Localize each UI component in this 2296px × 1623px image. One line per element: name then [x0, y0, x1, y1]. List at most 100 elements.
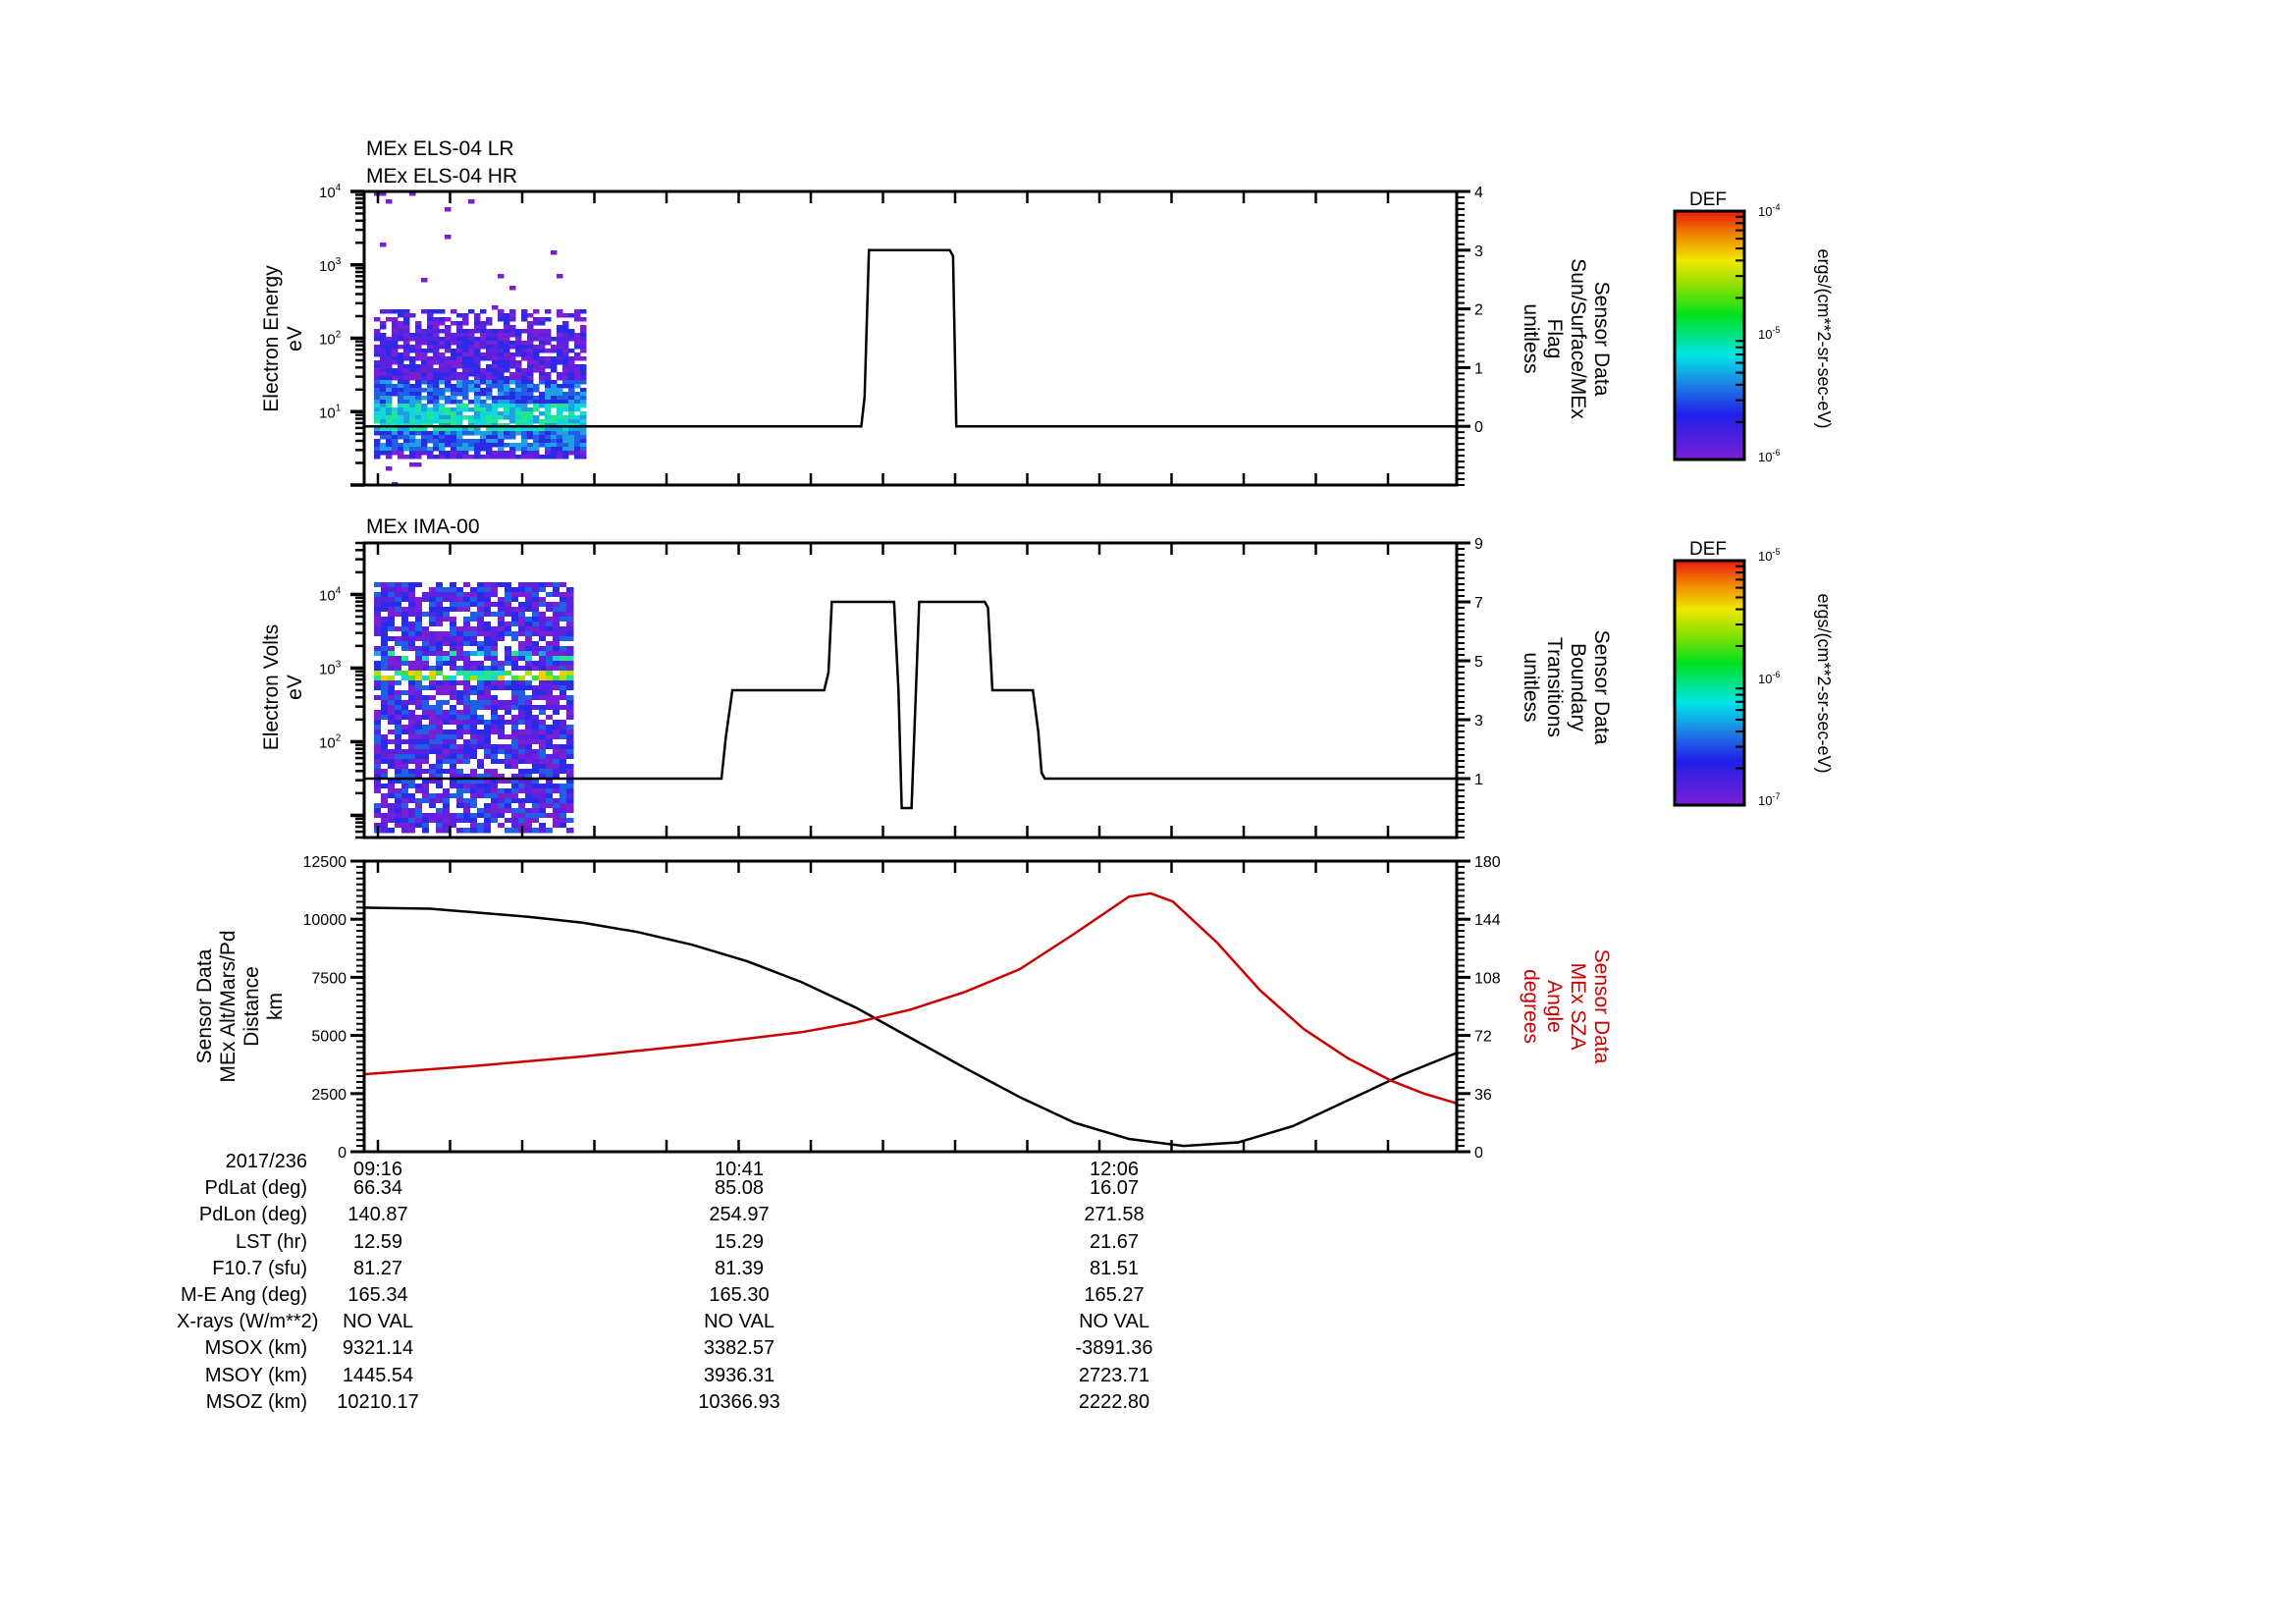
svg-text:2500: 2500: [311, 1087, 347, 1104]
info-row: F10.7 (sfu) 81.27 81.39 81.51: [177, 1258, 1355, 1284]
energy-axis-label: Electron Energy eV: [260, 265, 306, 412]
info-row: X-rays (W/m**2) NO VAL NO VAL NO VAL: [177, 1311, 1355, 1337]
colorbar-ima-tick-mid: 10-6: [1758, 670, 1780, 686]
info-value: 1445.54: [342, 1364, 414, 1386]
bottom-x-ticks: 09:16 10:41 12:06: [353, 861, 1390, 1180]
info-value: 254.97: [709, 1204, 770, 1226]
svg-text:102: 102: [319, 732, 342, 751]
info-key: F10.7 (sfu): [212, 1257, 307, 1279]
svg-text:7500: 7500: [311, 970, 347, 987]
top-x-ticks: [376, 191, 1390, 485]
info-value: 66.34: [352, 1177, 403, 1200]
svg-text:1: 1: [1474, 772, 1483, 788]
volts-y-axis: 102 103 104: [319, 541, 364, 839]
colorbar-els: DEF 10-4 10-5 10-6 ergs/(cm**2-sr-sec-eV…: [1673, 189, 1834, 464]
sza-axis-label: Sensor Data MEx SZA Angle degrees: [1520, 949, 1613, 1064]
info-row: M-E Ang (deg) 165.34 165.30 165.27: [177, 1284, 1355, 1311]
svg-text:Electron Energy: Electron Energy: [260, 265, 283, 412]
info-value: 85.08: [714, 1177, 765, 1200]
transitions-y2-axis: 1 3 5 7 9: [1457, 536, 1483, 839]
info-value: 271.58: [1084, 1204, 1145, 1226]
info-key: MSOZ (km): [205, 1390, 307, 1413]
bottom-panel: 0 2500 5000 7500 10000 12500 0 36 72 108 144 180 0…: [193, 854, 1613, 1180]
info-value: 81.51: [1089, 1257, 1140, 1279]
svg-text:103: 103: [319, 256, 342, 275]
svg-text:2: 2: [1474, 302, 1483, 319]
top-panel: MEx ELS-04 LR MEx ELS-04 HR 101102103104…: [260, 137, 1613, 487]
transitions-axis-label: Sensor Data Boundary Transitions unitles…: [1520, 630, 1613, 745]
svg-text:eV: eV: [284, 326, 306, 352]
info-value: 10210.17: [337, 1390, 419, 1413]
svg-text:Electron Volts: Electron Volts: [260, 624, 283, 750]
info-key: X-rays (W/m**2): [177, 1311, 319, 1333]
sza-y2-axis: 0 36 72 108 144 180: [1457, 854, 1501, 1162]
svg-text:36: 36: [1474, 1087, 1492, 1104]
info-value: NO VAL: [704, 1311, 774, 1333]
info-key: PdLat (deg): [204, 1177, 307, 1200]
info-row: 2017/236: [177, 1151, 1355, 1177]
info-value: NO VAL: [1079, 1311, 1149, 1333]
colorbar-ima-tick-top: 10-5: [1758, 547, 1780, 564]
svg-text:unitless: unitless: [1520, 303, 1542, 373]
svg-text:Flag: Flag: [1543, 319, 1566, 359]
altitude-line: [363, 906, 1458, 1148]
time-tick-label: 09:16: [353, 1159, 402, 1180]
colorbar-ima-tick-bot: 10-7: [1758, 791, 1780, 808]
flag-y2-axis: 0 1 2 3 4: [1457, 185, 1483, 486]
svg-text:0: 0: [338, 1145, 347, 1162]
info-value: 15.29: [714, 1230, 765, 1253]
svg-text:7: 7: [1474, 595, 1483, 612]
svg-text:MEx SZA: MEx SZA: [1567, 963, 1589, 1051]
svg-text:Angle: Angle: [1543, 980, 1566, 1033]
middle-panel-title: MEx IMA-00: [366, 515, 480, 538]
middle-panel: MEx IMA-00 102 103 104 1 3 5 7 9 Electron Volt…: [260, 515, 1613, 839]
els-spectrogram: [374, 191, 587, 487]
svg-text:104: 104: [319, 183, 342, 201]
middle-x-ticks: [376, 543, 1390, 838]
info-key: LST (hr): [236, 1230, 307, 1253]
svg-text:degrees: degrees: [1520, 969, 1542, 1044]
svg-text:104: 104: [319, 585, 342, 604]
info-row: MSOY (km) 1445.54 3936.31 2723.71: [177, 1365, 1355, 1391]
info-key: MSOX (km): [204, 1337, 307, 1360]
svg-text:km: km: [264, 993, 287, 1020]
svg-text:1: 1: [1474, 360, 1483, 377]
info-value: 12.59: [352, 1230, 403, 1253]
svg-text:Sun/Surface/MEx: Sun/Surface/MEx: [1567, 258, 1589, 419]
flag-axis-label: Sensor Data Sun/Surface/MEx Flag unitles…: [1520, 258, 1613, 419]
colorbar-els-title: DEF: [1689, 189, 1727, 210]
svg-text:Sensor Data: Sensor Data: [1590, 282, 1613, 397]
info-value: 165.27: [1084, 1284, 1145, 1306]
info-value: NO VAL: [343, 1311, 413, 1333]
sza-line: [363, 892, 1458, 1105]
time-tick-label: 12:06: [1090, 1159, 1139, 1180]
svg-text:108: 108: [1474, 970, 1501, 987]
info-value: -3891.36: [1075, 1337, 1153, 1360]
info-value: 2222.80: [1078, 1390, 1150, 1413]
svg-text:3: 3: [1474, 243, 1483, 260]
svg-text:9: 9: [1474, 536, 1483, 553]
info-value: 21.67: [1089, 1230, 1140, 1253]
svg-text:Sensor Data: Sensor Data: [193, 948, 216, 1063]
sun-surface-flag-line: [364, 248, 1457, 428]
svg-text:Sensor Data: Sensor Data: [1590, 949, 1613, 1064]
info-value: 81.27: [352, 1257, 403, 1279]
distance-axis-label: Sensor Data MEx Alt/Mars/Pd Distance km: [193, 930, 287, 1082]
svg-text:Transitions: Transitions: [1543, 637, 1566, 737]
svg-text:3: 3: [1474, 713, 1483, 730]
svg-text:eV: eV: [284, 675, 306, 700]
ima-spectrogram: [374, 582, 574, 834]
info-key: MSOY (km): [204, 1364, 307, 1386]
colorbar-els-tick-mid: 10-5: [1758, 325, 1780, 342]
svg-text:Distance: Distance: [240, 966, 263, 1047]
svg-text:144: 144: [1474, 912, 1501, 929]
info-key: 2017/236: [225, 1151, 307, 1172]
svg-text:0: 0: [1474, 419, 1483, 436]
info-row: PdLat (deg) 66.34 85.08 16.07: [177, 1177, 1355, 1204]
svg-text:72: 72: [1474, 1029, 1492, 1046]
info-value: 165.30: [709, 1284, 770, 1306]
info-key: PdLon (deg): [198, 1204, 307, 1226]
info-value: 16.07: [1089, 1177, 1140, 1200]
svg-text:12500: 12500: [303, 854, 347, 871]
